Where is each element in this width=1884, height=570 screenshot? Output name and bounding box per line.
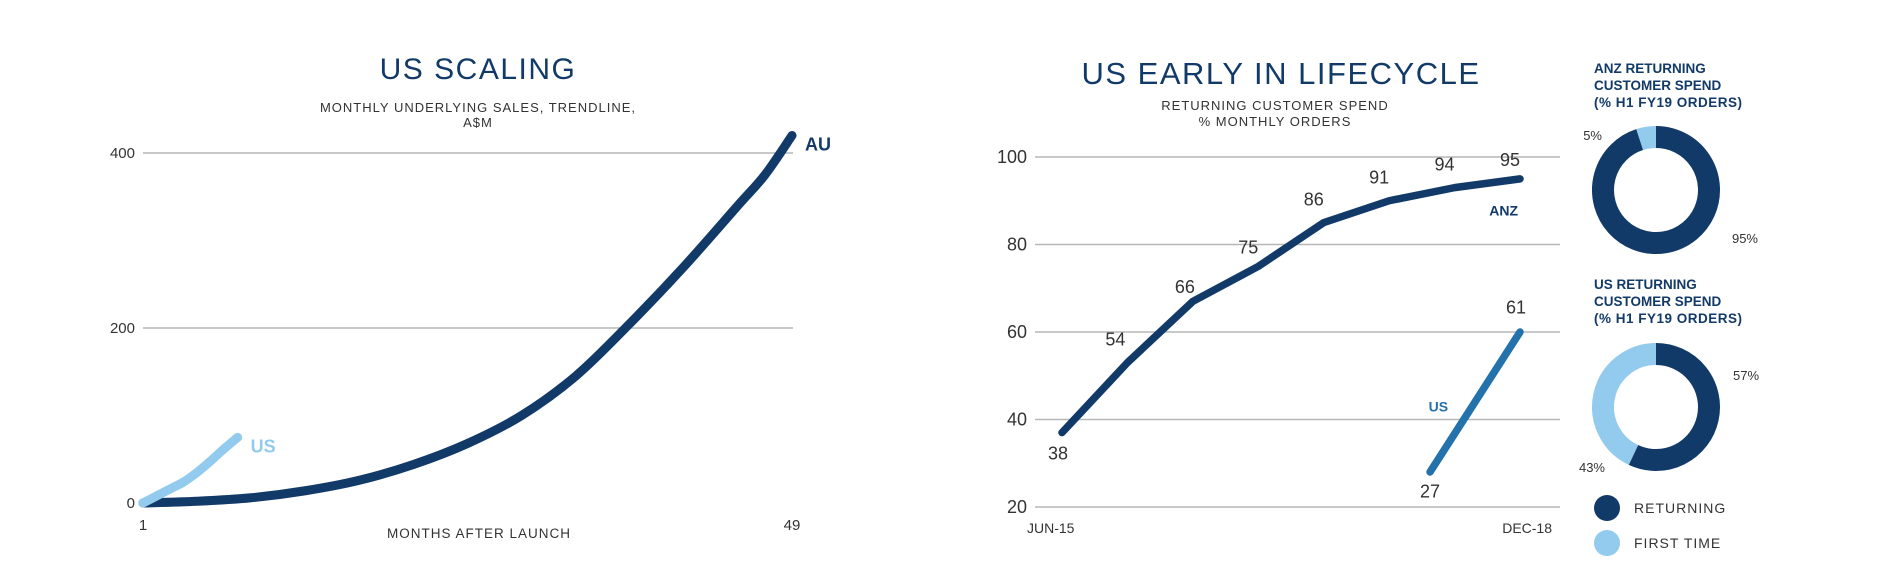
us-scaling-series-line xyxy=(138,432,243,508)
us-scaling-series xyxy=(138,131,797,508)
us-lifecycle-series-name: US xyxy=(1429,398,1448,414)
anz-returning-pct: 95% xyxy=(1732,231,1758,246)
legend-first-time-swatch xyxy=(1594,530,1620,556)
anz-first-time-pct: 5% xyxy=(1583,128,1602,143)
us-lifecycle-data-label: 95 xyxy=(1500,150,1520,170)
us-lifecycle-x-tick-label: DEC-18 xyxy=(1502,520,1552,536)
us-scaling-subtitle-unit: A$M xyxy=(463,115,493,130)
us-lifecycle-data-label: 66 xyxy=(1175,277,1195,297)
us-scaling-x-tick-label: 49 xyxy=(784,517,801,534)
us-scaling-title: US SCALING xyxy=(380,53,577,86)
us-lifecycle-data-label: 94 xyxy=(1435,154,1455,174)
us-first-time-pct: 43% xyxy=(1579,460,1605,475)
us-scaling-series-name: AU xyxy=(805,135,831,155)
us-scaling-subtitle: MONTHLY UNDERLYING SALES, TRENDLINE, xyxy=(320,100,636,115)
us-scaling-x-tick-label: 1 xyxy=(139,517,147,534)
donut-slice-returning xyxy=(1628,343,1720,471)
us-lifecycle-data-label: 27 xyxy=(1420,481,1440,501)
us-scaling-chart: US SCALING MONTHLY UNDERLYING SALES, TRE… xyxy=(110,53,831,541)
us-lifecycle-data-label: 75 xyxy=(1238,237,1258,257)
us-scaling-y-tick-label: 200 xyxy=(110,320,135,337)
us-lifecycle-chart: US EARLY IN LIFECYCLE RETURNING CUSTOMER… xyxy=(997,56,1560,536)
legend-first-time-label: FIRST TIME xyxy=(1634,535,1721,551)
us-scaling-gridlines xyxy=(143,152,793,329)
us-lifecycle-y-tick-label: 80 xyxy=(1007,235,1027,255)
donut-legend: RETURNING FIRST TIME xyxy=(1594,495,1726,556)
us-lifecycle-subtitle-2: % MONTHLY ORDERS xyxy=(1199,114,1352,129)
us-lifecycle-subtitle: RETURNING CUSTOMER SPEND xyxy=(1161,98,1388,113)
us-lifecycle-data-label: 38 xyxy=(1048,443,1068,463)
us-lifecycle-series-name: ANZ xyxy=(1489,202,1518,218)
legend-returning-label: RETURNING xyxy=(1634,500,1726,516)
us-lifecycle-series-line xyxy=(1058,175,1524,437)
us-lifecycle-y-tick-label: 40 xyxy=(1007,410,1027,430)
us-lifecycle-y-tick-label: 100 xyxy=(997,147,1027,167)
anz-donut-title: ANZ RETURNING xyxy=(1594,61,1706,76)
us-scaling-y-tick-label: 400 xyxy=(110,145,135,162)
donut-slice-first-time xyxy=(1592,343,1657,465)
us-lifecycle-y-tick-label: 60 xyxy=(1007,322,1027,342)
us-lifecycle-data-label: 86 xyxy=(1304,189,1324,209)
us-lifecycle-series xyxy=(1058,175,1524,476)
us-donut-title-3: (% H1 FY19 ORDERS) xyxy=(1594,311,1743,326)
us-returning-spend-donut: US RETURNING CUSTOMER SPEND (% H1 FY19 O… xyxy=(1579,277,1759,475)
us-scaling-y-tick-label: 0 xyxy=(127,495,135,512)
us-returning-pct: 57% xyxy=(1733,368,1759,383)
us-lifecycle-series-line xyxy=(1426,328,1524,476)
anz-donut-title-3: (% H1 FY19 ORDERS) xyxy=(1594,95,1743,110)
anz-returning-spend-donut: ANZ RETURNING CUSTOMER SPEND (% H1 FY19 … xyxy=(1583,61,1758,254)
us-scaling-labels: 0 200 400 AU US 1 49 xyxy=(110,135,831,535)
us-scaling-series-name: US xyxy=(251,436,276,456)
donut-slice-first-time xyxy=(1636,126,1657,151)
us-lifecycle-data-label: 91 xyxy=(1369,167,1389,187)
donut-slice-returning xyxy=(1592,126,1720,254)
us-lifecycle-title: US EARLY IN LIFECYCLE xyxy=(1081,56,1480,91)
us-lifecycle-data-label: 54 xyxy=(1105,329,1125,349)
us-lifecycle-x-tick-label: JUN-15 xyxy=(1027,520,1075,536)
us-donut-title-2: CUSTOMER SPEND xyxy=(1594,294,1722,309)
legend-returning-swatch xyxy=(1594,495,1620,521)
us-scaling-x-axis-label: MONTHS AFTER LAUNCH xyxy=(387,526,571,541)
us-lifecycle-y-tick-label: 20 xyxy=(1007,497,1027,517)
anz-donut-title-2: CUSTOMER SPEND xyxy=(1594,78,1722,93)
us-donut-title: US RETURNING xyxy=(1594,277,1697,292)
us-scaling-series-line xyxy=(138,131,797,508)
us-lifecycle-data-label: 61 xyxy=(1506,298,1526,318)
us-lifecycle-labels: 20 40 60 80 100 38 54 66 75 86 91 94 95 27 61 ANZ US JUN-… xyxy=(997,147,1552,536)
